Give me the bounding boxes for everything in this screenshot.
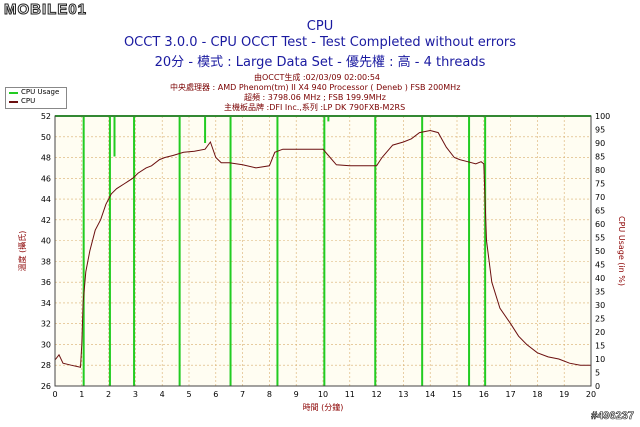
watermark-post-id: #496237: [591, 410, 634, 423]
y-left-tick-label: 44: [41, 195, 51, 204]
y-left-tick-label: 26: [41, 382, 51, 391]
plot-frame: [54, 115, 592, 387]
x-tick-label: 11: [345, 390, 355, 399]
y-left-axis-label: 溫度 (攝氏): [17, 231, 27, 272]
y-right-tick-label: 40: [595, 274, 605, 283]
y-right-tick-label: 35: [595, 288, 605, 297]
x-tick-label: 20: [586, 390, 596, 399]
info-cpu: 中央處理器 : AMD Phenom(tm) II X4 940 Process…: [170, 83, 461, 92]
info-overclock: 超頻 : 3798.06 MHz ; FSB 199.9MHz: [244, 93, 386, 102]
y-right-tick-label: 55: [595, 234, 605, 243]
y-right-tick-label: 75: [595, 180, 605, 189]
y-right-tick-label: 30: [595, 301, 605, 310]
x-tick-label: 0: [52, 390, 57, 399]
y-right-tick-label: 85: [595, 153, 605, 162]
x-tick-label: 15: [452, 390, 462, 399]
x-tick-label: 8: [267, 390, 272, 399]
y-left-tick-label: 48: [41, 154, 51, 163]
y-right-tick-label: 10: [595, 355, 605, 364]
y-right-tick-label: 15: [595, 342, 605, 351]
y-right-tick-label: 0: [595, 382, 600, 391]
y-right-tick-label: 100: [595, 112, 610, 121]
y-left-tick-label: 28: [41, 361, 51, 370]
y-left-tick-label: 46: [41, 174, 51, 183]
y-right-tick-label: 80: [595, 166, 605, 175]
legend-swatch-usage: [9, 92, 18, 94]
legend-label-usage: CPU Usage: [21, 88, 60, 96]
watermark-logo: MOBILE01: [3, 1, 88, 19]
y-right-tick-label: 45: [595, 261, 605, 270]
x-tick-label: 2: [106, 390, 111, 399]
x-tick-label: 10: [318, 390, 328, 399]
y-left-tick-label: 42: [41, 216, 51, 225]
x-tick-label: 4: [160, 390, 165, 399]
chart-subtitle-2: 20分 - 模式 : Large Data Set - 優先權 : 高 - 4 …: [154, 55, 486, 70]
chart-title: CPU: [306, 19, 334, 34]
x-tick-label: 19: [559, 390, 569, 399]
x-tick-label: 6: [213, 390, 218, 399]
y-right-tick-labels: 0 5 10 15 20 25 30 35 40 45 50 55 60 65 70 75 80 85 90 95 10…: [595, 112, 610, 391]
y-left-tick-label: 40: [41, 237, 51, 246]
y-right-axis-label: CPU Usage (in %): [617, 216, 626, 286]
x-tick-label: 18: [532, 390, 542, 399]
y-right-tick-label: 90: [595, 139, 605, 148]
y-right-tick-label: 65: [595, 207, 605, 216]
series-line-cpu: [54, 129, 591, 368]
y-left-tick-label: 30: [41, 340, 51, 349]
legend-label-cpu: CPU: [21, 97, 36, 105]
y-right-tick-label: 70: [595, 193, 605, 202]
x-tick-label: 3: [133, 390, 138, 399]
y-right-tick-label: 20: [595, 328, 605, 337]
y-left-tick-label: 38: [41, 257, 51, 266]
legend: CPU Usage CPU: [5, 87, 67, 109]
info-motherboard: 主機板品牌 :DFI Inc.,系列 :LP DK 790FXB-M2RS: [224, 103, 406, 112]
y-left-tick-label: 36: [41, 278, 51, 287]
legend-swatch-cpu: [9, 101, 18, 103]
info-generated: 由OCCT生成 :02/03/09 02:00:54: [254, 73, 380, 82]
x-tick-label: 16: [479, 390, 489, 399]
chart-subtitle-1: OCCT 3.0.0 - CPU OCCT Test - Test Comple…: [123, 35, 517, 50]
temp-layer: [54, 129, 591, 368]
x-tick-label: 1: [79, 390, 84, 399]
y-right-tick-label: 95: [595, 126, 605, 135]
x-tick-label: 5: [186, 390, 191, 399]
y-left-tick-labels: 26 28 30 32 34 36 38 40 42 44 46 48 50 52: [41, 112, 51, 391]
x-tick-label: 17: [506, 390, 516, 399]
y-left-tick-label: 34: [41, 299, 51, 308]
x-axis-label: 時間 (分鐘): [303, 402, 344, 412]
y-left-tick-label: 50: [41, 133, 51, 142]
y-right-tick-label: 5: [595, 369, 600, 378]
y-left-tick-label: 52: [41, 112, 51, 121]
x-tick-label: 14: [425, 390, 435, 399]
x-tick-label: 7: [240, 390, 245, 399]
y-right-tick-label: 50: [595, 247, 605, 256]
y-right-tick-label: 25: [595, 315, 605, 324]
x-tick-labels: 0 1 2 3 4 5 6 7 8 9 10 11 12 13 14 15 16 17 18 19 20: [52, 390, 596, 399]
y-left-tick-label: 32: [41, 320, 51, 329]
x-tick-label: 13: [398, 390, 408, 399]
x-tick-label: 9: [294, 390, 299, 399]
y-right-tick-label: 60: [595, 220, 605, 229]
x-tick-label: 12: [372, 390, 382, 399]
